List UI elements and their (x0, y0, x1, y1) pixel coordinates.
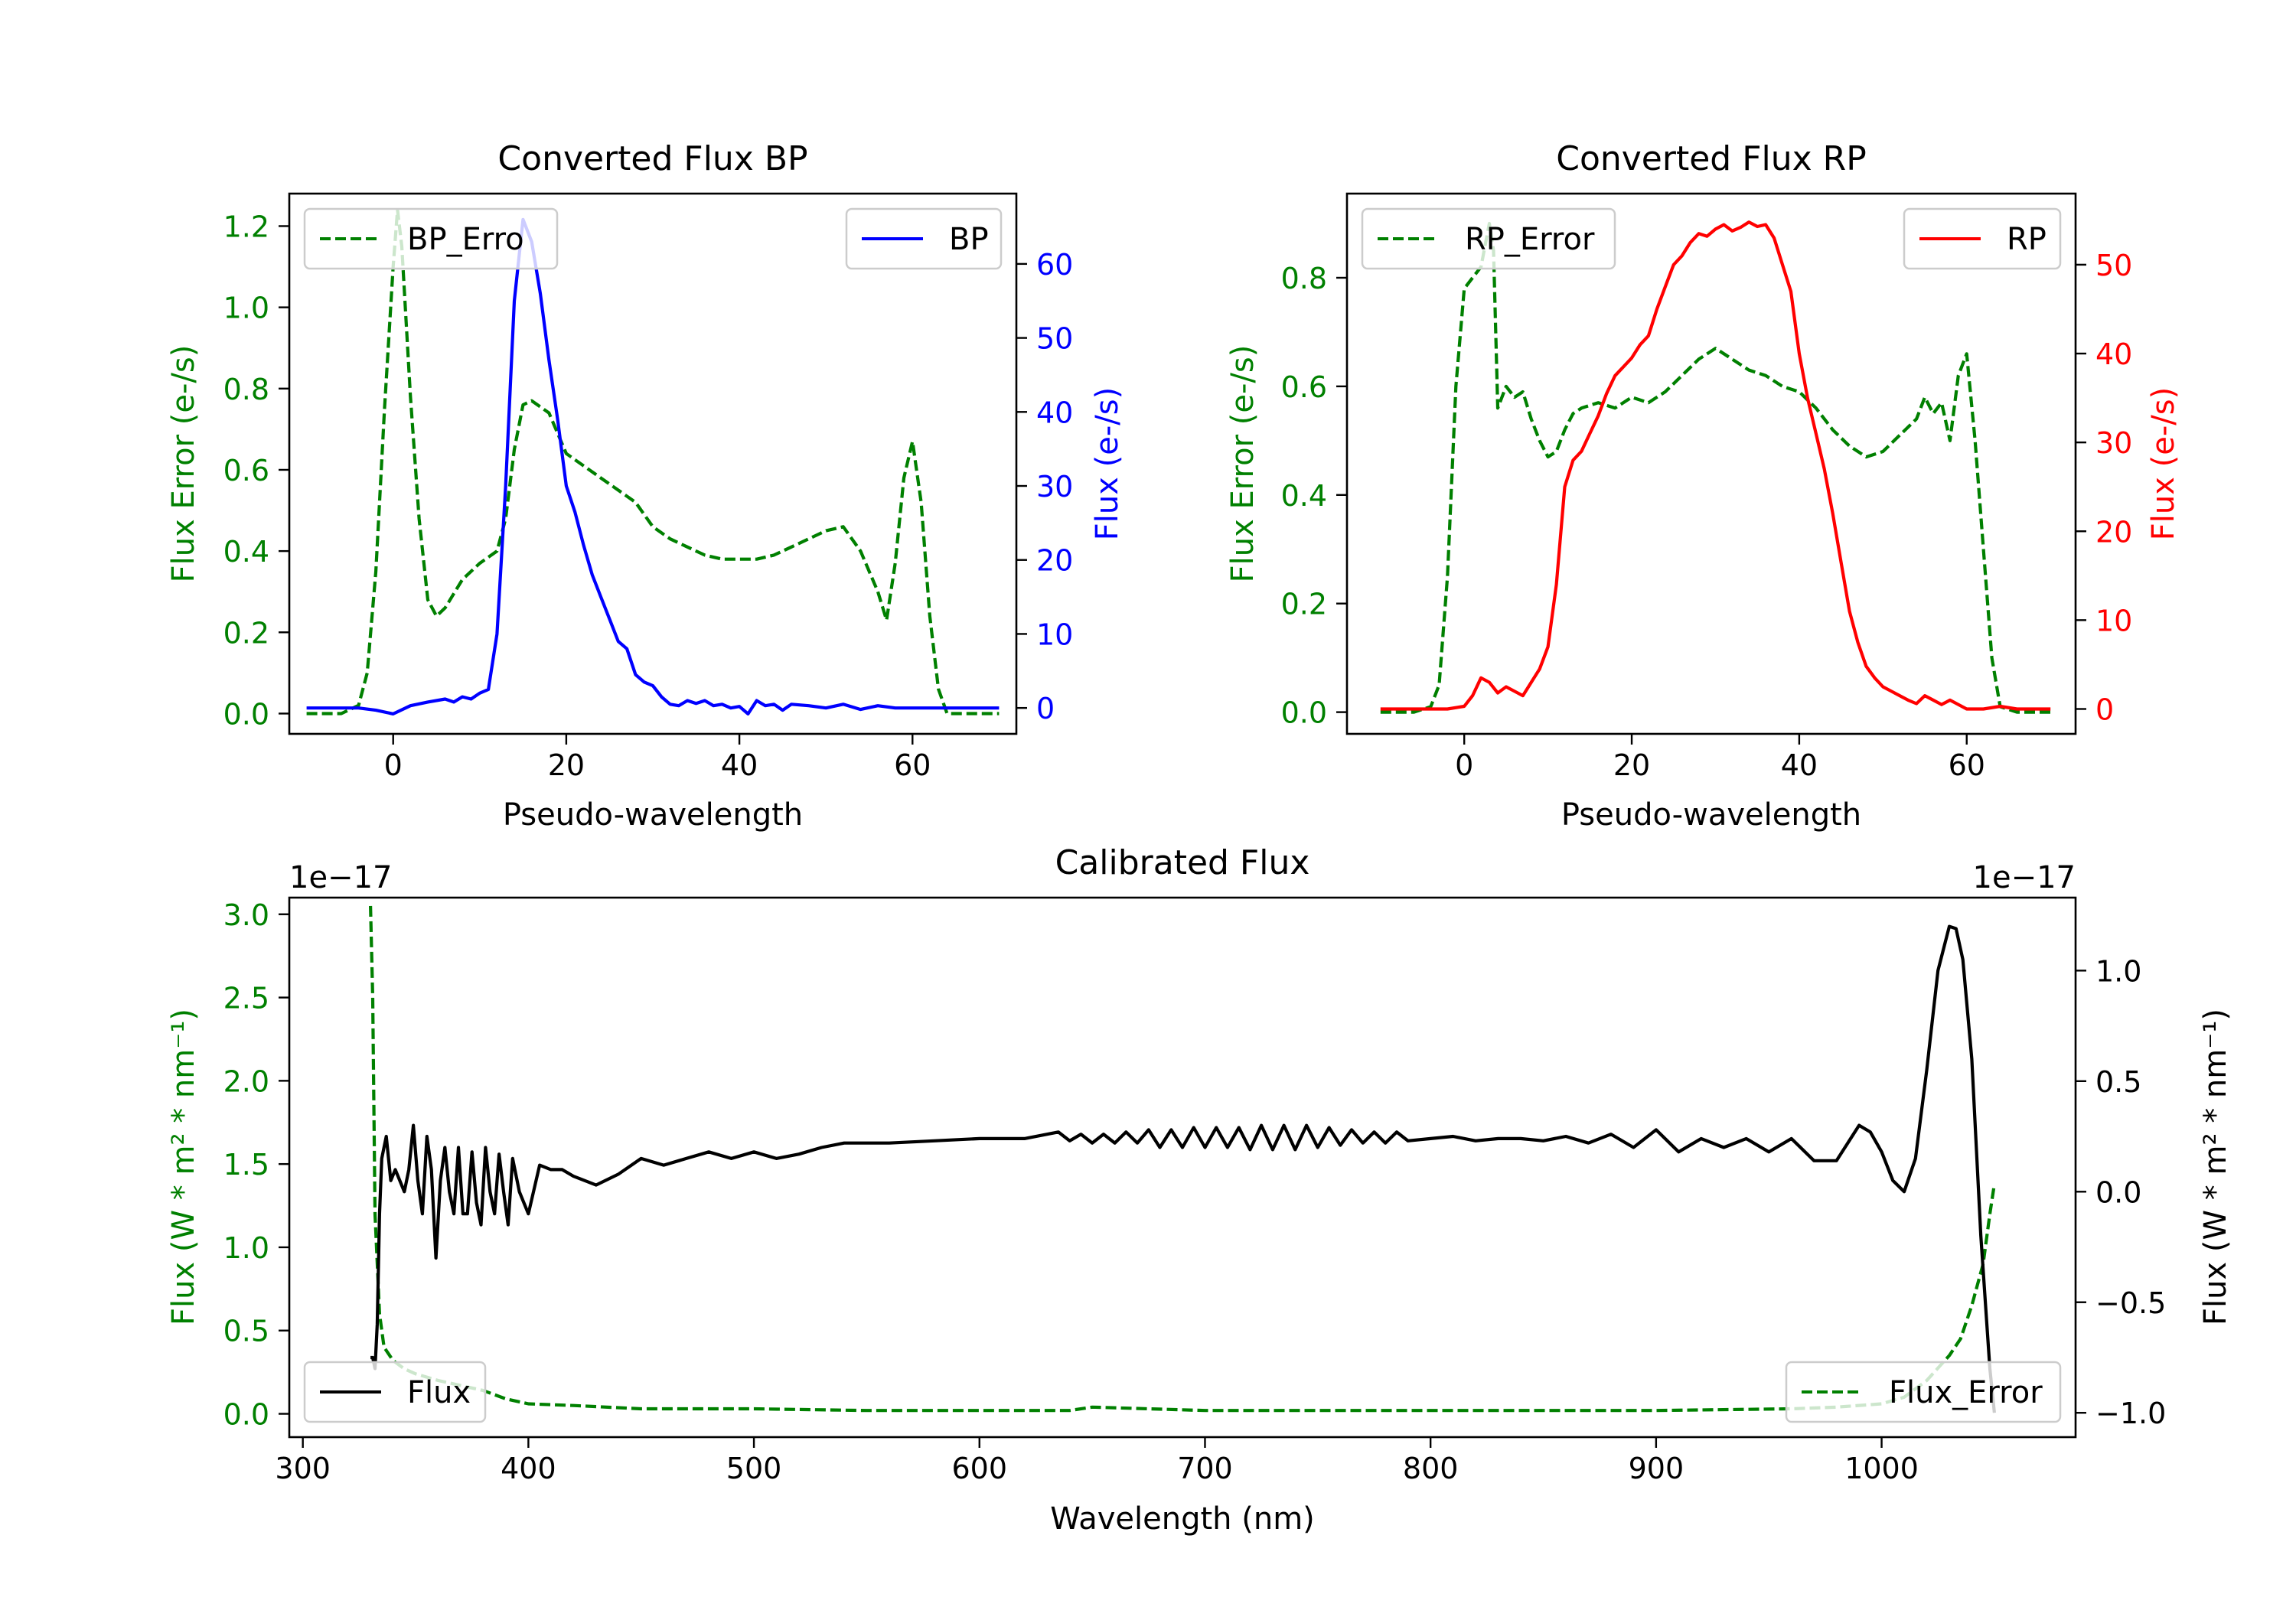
y-tick-label-left: 0.2 (223, 616, 269, 650)
y-tick-label-right: 0.5 (2095, 1065, 2141, 1099)
y-tick-label-right: 0 (1036, 692, 1055, 725)
y-tick-label-left: 0.5 (223, 1315, 269, 1348)
chart-title: Converted Flux RP (1556, 139, 1867, 178)
y-tick-label-left: 0.4 (223, 535, 269, 569)
chart-title: Calibrated Flux (1055, 843, 1310, 882)
legend-label: Flux_Error (1889, 1375, 2043, 1410)
y-tick-label-left: 0.2 (1281, 588, 1327, 621)
y-tick-label-left: 0.8 (223, 373, 269, 406)
y-tick-label-left: 1.5 (223, 1148, 269, 1182)
x-tick-label: 0 (384, 748, 403, 782)
y-tick-label-right: −1.0 (2095, 1397, 2166, 1430)
x-tick-label: 600 (952, 1452, 1008, 1485)
x-tick-label: 500 (726, 1452, 782, 1485)
y-tick-label-right: 0 (2095, 693, 2114, 726)
legend-bp[interactable]: BP (845, 207, 1003, 270)
series-bp (306, 217, 1000, 716)
y-tick-label-right: 30 (1036, 470, 1073, 504)
y-tick-label-right: 20 (2095, 515, 2132, 549)
y-tick-label-left: 0.6 (1281, 370, 1327, 404)
x-tick-label: 1000 (1844, 1452, 1919, 1485)
axes-frame (288, 896, 2077, 1439)
y-tick-label-right: 40 (2095, 337, 2132, 371)
legend-label: Flux (407, 1375, 471, 1410)
y-tick-label-left: 1.2 (223, 210, 269, 243)
legend-frame (303, 1361, 487, 1423)
axes-frame (1345, 192, 2077, 735)
legend-frame (1903, 207, 2062, 270)
x-axis-label: Wavelength (nm) (1050, 1501, 1315, 1537)
y-axis-label-left: Flux Error (e-/s) (1225, 345, 1261, 583)
y-tick-label-right: 30 (2095, 426, 2132, 460)
chart-calibrated: Calibrated Flux 1e−17 1e−17 300 400 500 600… (166, 843, 2233, 1537)
x-tick-label: 300 (275, 1452, 331, 1485)
series-bp-error (306, 208, 1000, 715)
y-axis-label-right: Flux (e-/s) (1090, 387, 1125, 540)
x-axis-label: Pseudo-wavelength (1561, 797, 1861, 833)
y-tick-label-left: 3.0 (223, 898, 269, 932)
y-axis-label-left: Flux (W * m² * nm⁻¹) (166, 1009, 201, 1325)
x-tick-label: 20 (1613, 748, 1650, 782)
y-offset-left: 1e−17 (289, 860, 392, 895)
legend-label: RP (2007, 222, 2047, 257)
x-tick-label: 0 (1455, 748, 1473, 782)
x-tick-label: 40 (721, 748, 758, 782)
y-tick-label-right: −0.5 (2095, 1286, 2166, 1320)
x-tick-label: 60 (894, 748, 931, 782)
legend-label: RP_Error (1465, 222, 1595, 257)
x-tick-label: 400 (501, 1452, 556, 1485)
y-axis-label-left: Flux Error (e-/s) (166, 345, 201, 583)
x-axis-label: Pseudo-wavelength (503, 797, 803, 833)
x-tick-label: 20 (548, 748, 585, 782)
legend-label: BP (949, 222, 989, 257)
y-tick-label-right: 10 (1036, 618, 1073, 651)
y-tick-label-right: 50 (1036, 322, 1073, 356)
axes-frame (288, 192, 1018, 735)
y-tick-label-right: 0.0 (2095, 1175, 2141, 1209)
plot-area (306, 208, 1000, 716)
legend-frame (1361, 207, 1616, 270)
legend-frame (1785, 1361, 2062, 1423)
y-tick-label-right: 20 (1036, 544, 1073, 578)
series-flux (370, 924, 1996, 1413)
chart-title: Converted Flux BP (497, 139, 807, 178)
legend-bp-error[interactable]: BP_Erro (303, 207, 559, 270)
legend-flux-error[interactable]: Flux_Error (1785, 1361, 2062, 1423)
y-axis-label-right: Flux (e-/s) (2146, 387, 2181, 540)
y-tick-label-right: 1.0 (2095, 954, 2141, 988)
legend-label: BP_Erro (407, 222, 524, 257)
legend-rp[interactable]: RP (1903, 207, 2062, 270)
chart-rp: Converted Flux RP 0 20 40 60 0.0 0.2 0.4 0.6 0.… (1225, 139, 2181, 833)
series-rp (1380, 220, 2051, 711)
x-tick-label: 40 (1781, 748, 1818, 782)
y-tick-label-left: 2.0 (223, 1064, 269, 1098)
y-tick-label-left: 0.6 (223, 454, 269, 487)
y-tick-label-left: 2.5 (223, 982, 269, 1015)
y-tick-label-right: 40 (1036, 396, 1073, 429)
legend-frame (845, 207, 1003, 270)
y-tick-label-left: 0.0 (223, 1398, 269, 1432)
x-tick-label: 700 (1177, 1452, 1233, 1485)
y-offset-right: 1e−17 (1973, 860, 2076, 895)
legend-frame (303, 207, 559, 270)
x-tick-label: 800 (1403, 1452, 1459, 1485)
y-tick-label-right: 60 (1036, 248, 1073, 282)
y-axis-label-right: Flux (W * m² * nm⁻¹) (2198, 1009, 2233, 1325)
y-tick-label-left: 0.8 (1281, 262, 1327, 295)
y-tick-label-right: 10 (2095, 604, 2132, 637)
y-tick-label-left: 1.0 (223, 1231, 269, 1265)
y-tick-label-left: 1.0 (223, 292, 269, 325)
y-tick-label-left: 0.0 (1281, 696, 1327, 730)
y-tick-label-left: 0.0 (223, 697, 269, 731)
x-tick-label: 900 (1629, 1452, 1684, 1485)
chart-bp: Converted Flux BP 0 20 40 60 0.0 0.2 0.4 0.6 0.… (166, 139, 1125, 833)
legend-flux[interactable]: Flux (303, 1361, 487, 1423)
x-tick-label: 60 (1949, 748, 1985, 782)
y-tick-label-left: 0.4 (1281, 479, 1327, 513)
y-tick-label-right: 50 (2095, 249, 2132, 282)
legend-rp-error[interactable]: RP_Error (1361, 207, 1616, 270)
